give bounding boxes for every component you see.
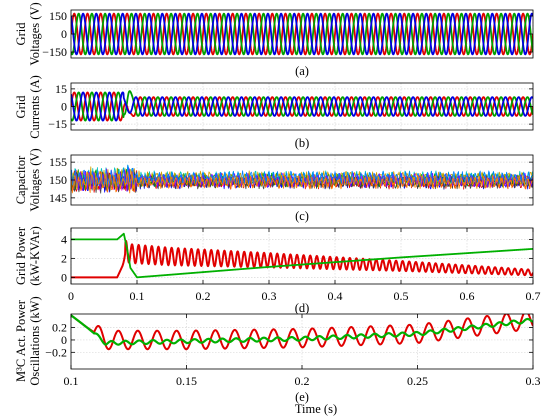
x-tick-label: 0.25	[407, 374, 428, 388]
x-tick-label: 0.2	[295, 374, 310, 388]
data-layer	[71, 90, 533, 122]
y-axis-title-line: (kW-KVAr)	[28, 226, 42, 285]
plot-frame	[70, 227, 534, 285]
data-layer	[71, 314, 533, 351]
subplot-c: 155 150 145 CapacitorVoltages (V) (c)	[14, 148, 534, 223]
capacitor-voltage-trace	[71, 171, 533, 194]
y-axis-title-line: Capacitor	[14, 155, 28, 204]
x-tick-label: 0	[68, 289, 74, 303]
y-tick-label: 0	[61, 100, 67, 114]
x-tick-label: 0.3	[526, 374, 541, 388]
y-axis-title-line: M³C Act. Power	[14, 299, 28, 382]
series-line-active-power	[71, 240, 533, 279]
data-layer	[71, 164, 533, 194]
x-tick-label: 0.7	[526, 289, 541, 303]
x-tick-label: 0.2	[196, 289, 211, 303]
series-line-phase-2	[71, 12, 533, 56]
series-line-red	[71, 314, 533, 351]
y-tick-label: 4	[61, 232, 67, 246]
series-line-phase-3	[71, 91, 533, 122]
x-tick-label: 0.15	[176, 374, 197, 388]
x-tick-label: 0.3	[262, 289, 277, 303]
subplot-caption: (e)	[295, 390, 309, 404]
series-line-phase-2	[71, 90, 533, 122]
capacitor-voltage-trace	[71, 164, 533, 191]
capacitor-voltage-trace	[71, 166, 533, 192]
y-axis-title-line: Voltages (V)	[28, 148, 42, 211]
series-line-phase-3	[71, 12, 533, 56]
y-axis-title-line: Grid Power	[14, 226, 28, 285]
x-tick-label: 0.5	[394, 289, 409, 303]
subplot-caption: (b)	[295, 136, 310, 150]
data-layer	[71, 232, 533, 279]
y-tick-label: −150	[42, 45, 67, 59]
y-tick-label: 0	[61, 333, 67, 347]
x-tick-label: 0.1	[130, 289, 145, 303]
y-axis-title: CapacitorVoltages (V)	[14, 148, 42, 211]
y-axis-title: M³C Act. PowerOscillations (kW)	[14, 296, 42, 385]
y-axis-title: Grid Power(kW-KVAr)	[14, 226, 42, 286]
series-line-phase-1	[71, 12, 533, 56]
subplot-b: 15 0 −15 GridCurrents (A) (b)	[14, 75, 534, 150]
y-axis-title-line: Currents (A)	[28, 75, 42, 139]
y-tick-label: 0.2	[52, 321, 67, 335]
subplot-caption: (a)	[295, 64, 309, 78]
y-tick-label: 0	[61, 27, 67, 41]
y-tick-label: −0.2	[45, 345, 67, 359]
y-axis-title-line: Grid	[14, 95, 28, 119]
subplot-caption: (c)	[295, 209, 309, 223]
x-tick-label: 0.6	[460, 289, 475, 303]
series-line-phase-1	[71, 91, 533, 122]
y-tick-label: 15	[55, 82, 67, 96]
y-axis-title: GridCurrents (A)	[14, 75, 42, 139]
y-tick-label: 150	[49, 9, 67, 23]
y-axis-title-line: Grid	[14, 22, 28, 46]
y-tick-label: 2	[61, 251, 67, 265]
y-tick-label: 145	[49, 191, 67, 205]
series-line-green	[71, 314, 533, 346]
series-line-reactive-power	[71, 232, 533, 279]
y-axis-title: GridVoltages (V)	[14, 2, 42, 65]
data-layer	[71, 12, 533, 56]
x-tick-label: 0.4	[328, 289, 343, 303]
subplot-caption: (d)	[295, 301, 310, 315]
y-tick-label: 0	[61, 270, 67, 284]
x-tick-label: 0.1	[64, 374, 79, 388]
x-axis-title: Time (s)	[295, 402, 337, 416]
y-axis-title-line: Oscillations (kW)	[28, 296, 42, 385]
subplot-d: 4 2 00 0.1 0.2 0.3 0.4 0.5 0.6 0.7 Grid Power(kW-K…	[14, 226, 541, 315]
y-tick-label: −15	[48, 117, 67, 131]
y-tick-label: 155	[49, 155, 67, 169]
y-tick-label: 150	[49, 173, 67, 187]
y-axis-title-line: Voltages (V)	[28, 2, 42, 65]
